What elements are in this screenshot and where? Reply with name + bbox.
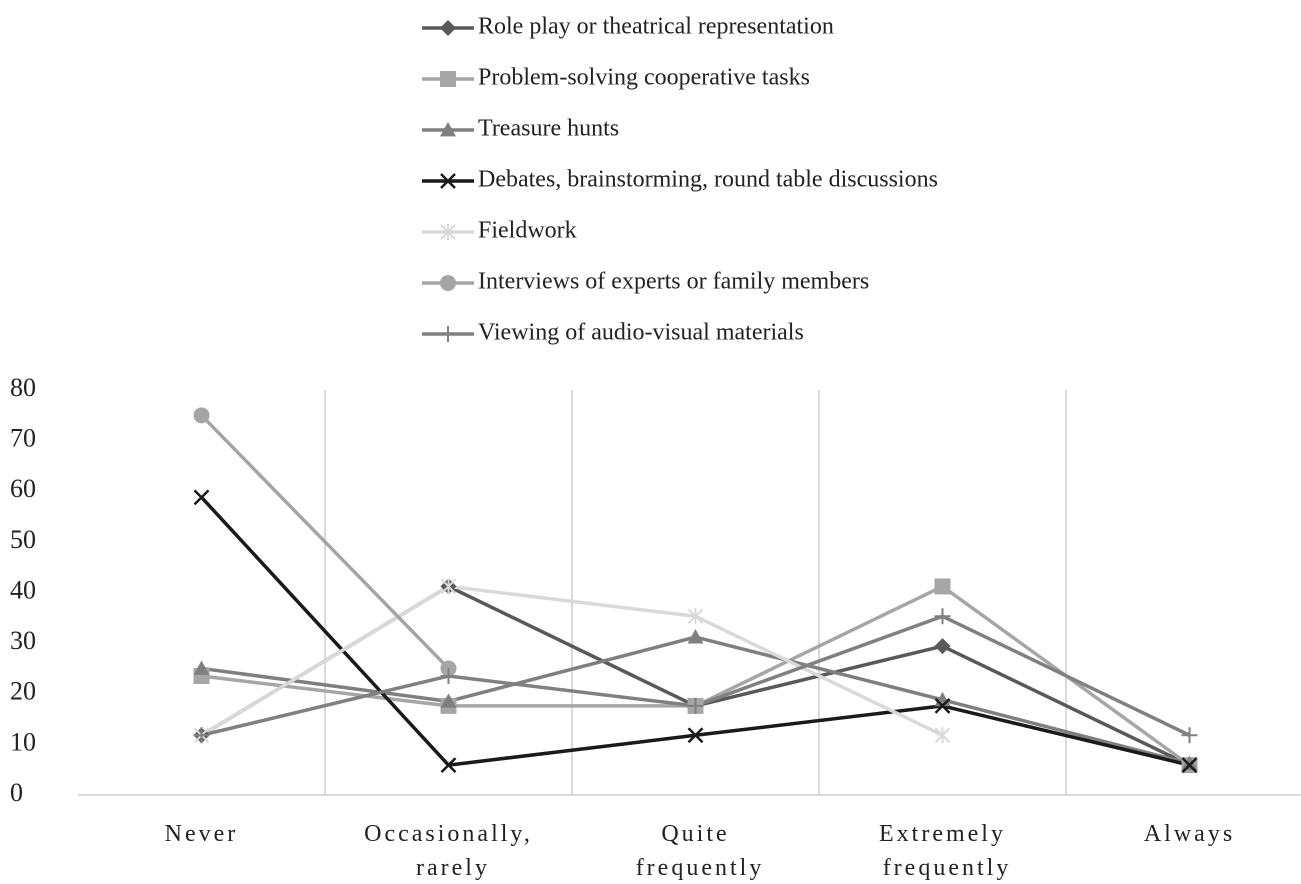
marker [193, 489, 210, 506]
marker [440, 173, 456, 189]
marker [934, 638, 951, 655]
y-tick-label: 30 [10, 626, 36, 655]
legend-label: Fieldwork [478, 218, 577, 244]
legend-item: Debates, brainstorming, round table disc… [422, 167, 938, 193]
series-line [200, 584, 944, 737]
marker [934, 727, 951, 744]
marker [687, 727, 704, 744]
marker [440, 668, 457, 685]
legend-item: Role play or theatrical representation [422, 14, 834, 40]
marker [440, 122, 456, 137]
x-tick-label: Quite frequently [627, 821, 765, 881]
marker [193, 660, 210, 675]
y-tick-label: 10 [10, 727, 36, 756]
y-tick-label: 70 [10, 424, 36, 453]
marker [440, 224, 456, 240]
marker [193, 407, 210, 424]
y-tick-label: 50 [10, 525, 36, 554]
marker [687, 697, 704, 714]
marker [440, 757, 457, 774]
marker [1181, 727, 1198, 744]
legend-label: Debates, brainstorming, round table disc… [478, 167, 938, 193]
y-tick-label: 40 [10, 575, 36, 604]
y-tick-label: 60 [10, 474, 36, 503]
marker [934, 698, 951, 714]
marker [440, 578, 457, 595]
legend-item: Fieldwork [422, 218, 577, 244]
marker [687, 629, 704, 644]
legend-item: Interviews of experts or family members [422, 269, 869, 295]
marker [193, 727, 210, 744]
y-tick-label: 20 [10, 677, 36, 706]
marker [1181, 755, 1198, 771]
marker [1181, 757, 1198, 774]
legend-label: Interviews of experts or family members [478, 269, 869, 295]
legend-item: Viewing of audio-visual materials [422, 320, 804, 346]
marker [934, 578, 951, 595]
x-tick-label: Never [165, 821, 239, 847]
marker [934, 608, 951, 625]
legend-label: Role play or theatrical representation [478, 14, 834, 40]
marker [440, 693, 457, 708]
x-tick-label: Extremely frequently [874, 821, 1012, 881]
x-tick-label: Occasionally, rarely [364, 821, 533, 881]
marker [687, 608, 704, 625]
legend-label: Viewing of audio-visual materials [478, 320, 804, 346]
legend-item: Treasure hunts [422, 116, 619, 142]
y-tick-label: 0 [10, 778, 23, 807]
marker [440, 71, 456, 87]
x-tick-label: Always [1144, 821, 1235, 847]
marker [440, 326, 456, 342]
series-line [200, 414, 450, 670]
legend-label: Treasure hunts [478, 116, 619, 142]
legend-label: Problem-solving cooperative tasks [478, 65, 810, 91]
y-tick-label: 80 [10, 373, 36, 402]
marker [440, 275, 456, 291]
marker [440, 20, 456, 36]
legend-item: Problem-solving cooperative tasks [422, 65, 810, 91]
